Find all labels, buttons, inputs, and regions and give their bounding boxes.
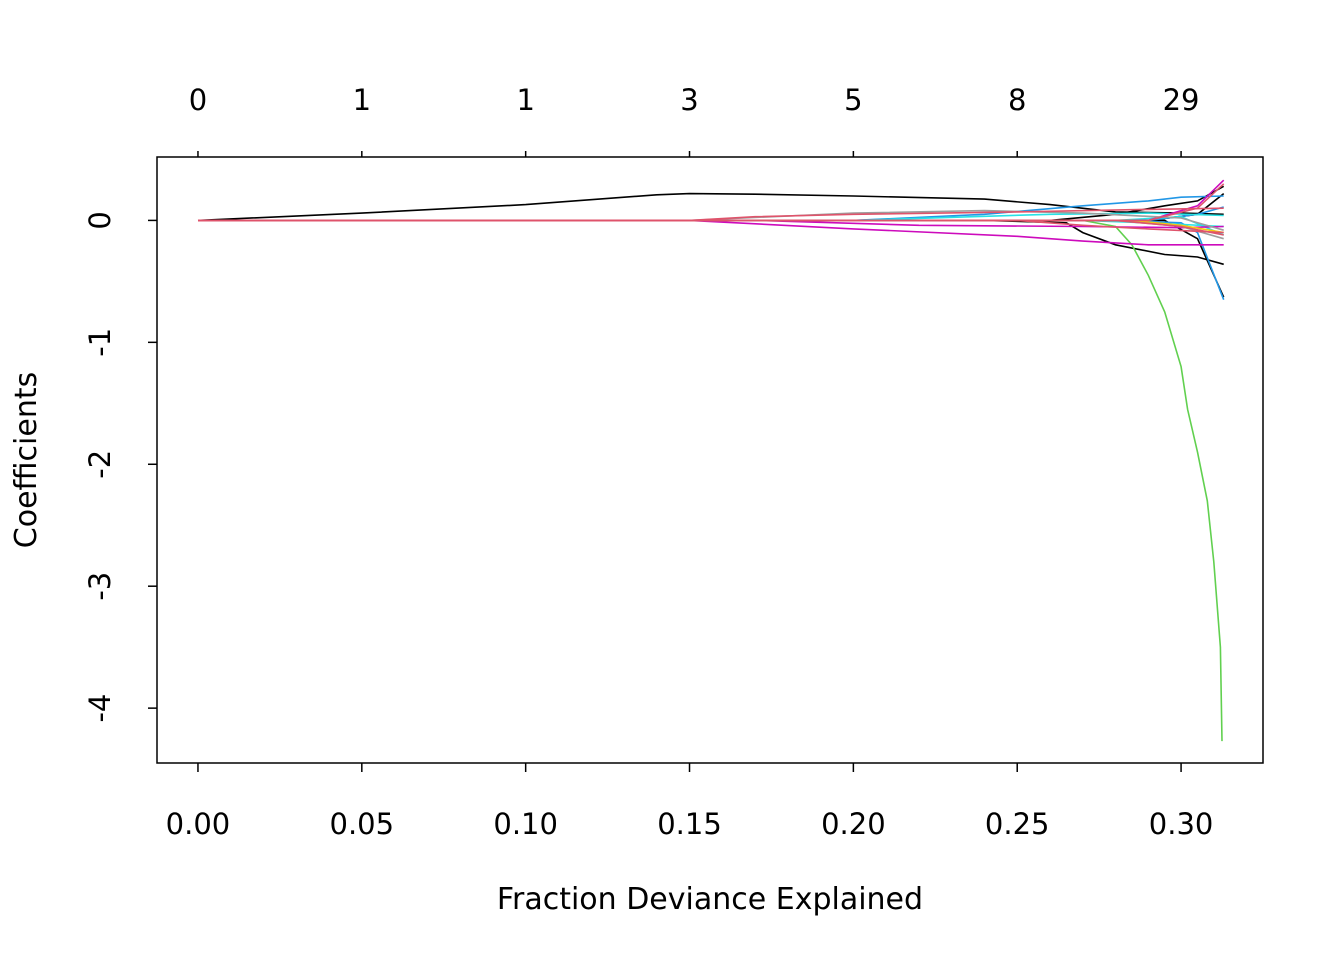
top-tick-label: 0 (189, 83, 207, 117)
series-line-18 (198, 219, 1224, 240)
top-tick-label: 29 (1163, 83, 1200, 117)
top-tick-label: 3 (680, 83, 698, 117)
series-line-22 (198, 219, 1224, 236)
top-tick-label: 1 (353, 83, 371, 117)
y-tick-label: 0 (83, 211, 117, 229)
x-tick-label: 0.20 (821, 807, 886, 841)
y-tick-label: -4 (83, 694, 117, 723)
x-axis-title: Fraction Deviance Explained (497, 882, 923, 917)
x-tick-label: 0.10 (493, 807, 558, 841)
top-tick-label: 5 (844, 83, 862, 117)
series-line-5 (198, 219, 1225, 298)
x-tick-label: 0.30 (1149, 807, 1214, 841)
x-tick-label: 0.00 (166, 807, 231, 841)
series-line-7 (198, 195, 1224, 222)
series-line-8 (198, 219, 1225, 300)
x-tick-label: 0.05 (330, 807, 395, 841)
series-line-21 (198, 183, 1225, 222)
y-axis-title: Coefficients (9, 372, 44, 548)
x-tick-label: 0.15 (657, 807, 722, 841)
x-axis: 0.00 0.05 0.10 0.15 0.20 0.25 0.30 (166, 763, 1214, 841)
y-axis: 0 -1 -2 -3 -4 (83, 211, 157, 723)
top-axis-nonzero-counts: 0 1 1 3 5 8 29 (189, 83, 1200, 157)
x-tick-label: 0.25 (985, 807, 1050, 841)
top-tick-label: 8 (1008, 83, 1026, 117)
series-line-6 (198, 219, 1223, 742)
y-tick-label: -3 (83, 572, 117, 601)
top-tick-label: 1 (516, 83, 534, 117)
series-line-3 (198, 185, 1225, 222)
plot-frame (156, 156, 1264, 764)
series-lines (197, 179, 1225, 742)
y-tick-label: -1 (83, 328, 117, 357)
y-tick-label: -2 (83, 450, 117, 479)
